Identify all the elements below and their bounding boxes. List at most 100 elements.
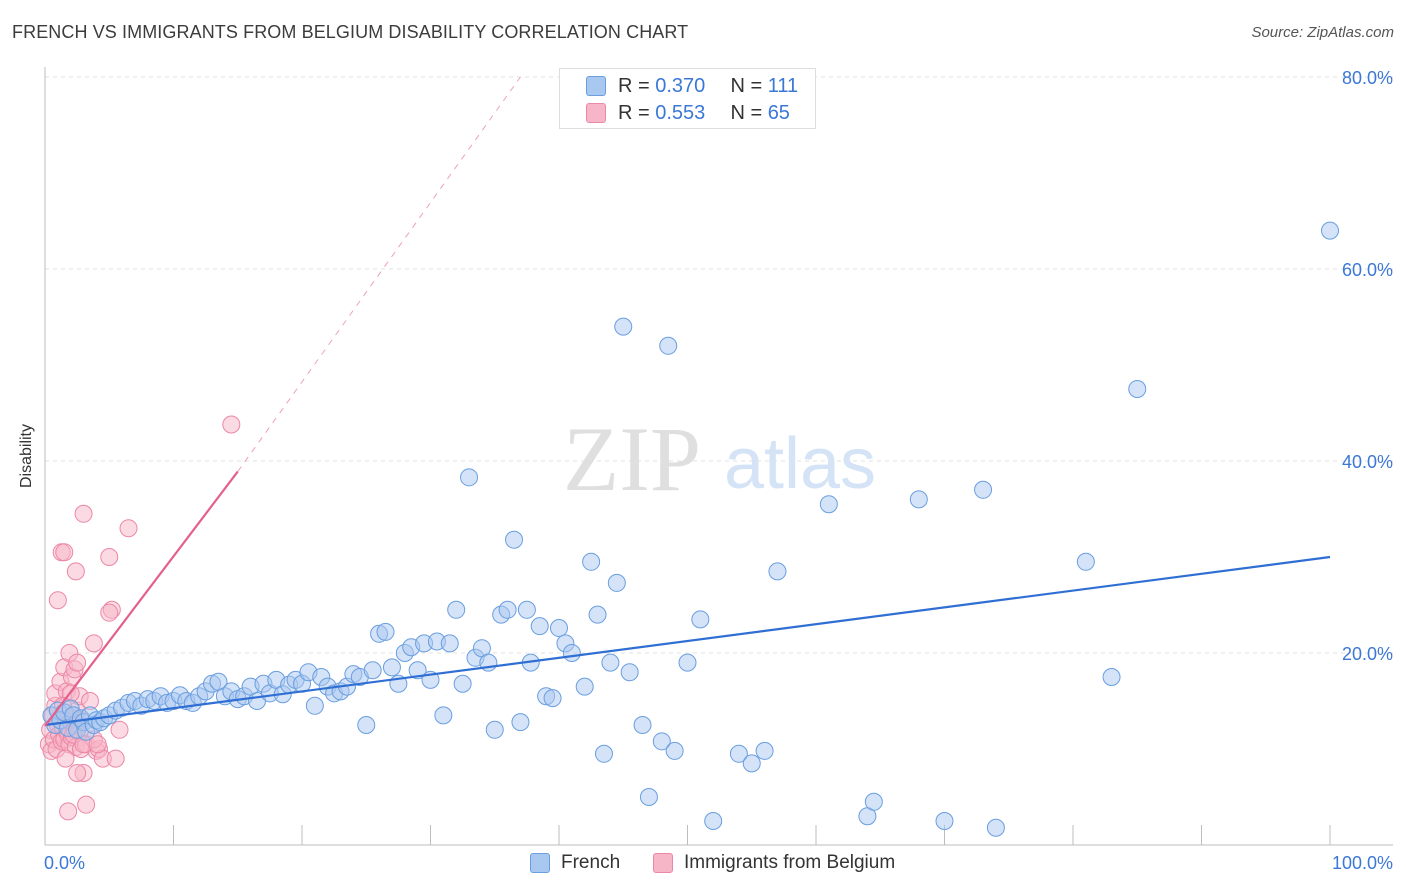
belgium-point [100,548,119,566]
french-trendline [44,555,1331,727]
french-point [729,744,748,763]
french-point [511,713,530,732]
french-point [517,600,536,619]
french-point [704,812,723,830]
belgium-point [100,603,119,622]
belgium-swatch [653,853,673,873]
bottom-legend-french-label: French [561,852,621,873]
tick-labels: 20.0% 40.0% 60.0% 80.0% 0.0% 100.0% [44,68,1393,873]
french-point [819,495,838,514]
belgium-trendline [44,470,239,727]
french-point [974,480,993,499]
belgium-points [39,415,241,821]
french-point [543,689,562,708]
french-point [505,530,524,549]
french-point [363,661,382,680]
legend-n-label: N = [730,102,763,124]
belgium-point [119,519,138,538]
y-tick-label: 40.0% [1342,452,1393,472]
french-point [594,744,613,763]
belgium-point [68,764,87,782]
french-point [607,573,626,592]
legend-french-n: 111 [767,75,799,97]
source-credit: Source: ZipAtlas.com [1251,24,1394,41]
french-point [498,600,517,619]
french-point [864,792,883,811]
french-swatch [530,853,550,873]
french-point [1128,380,1147,398]
french-swatch [586,76,606,96]
x-tick-label: 0.0% [44,853,85,873]
gridlines [45,76,1393,654]
french-point [588,605,607,624]
french-point [909,490,928,509]
french-point [447,600,466,619]
x-tick-label: 100.0% [1332,853,1393,873]
belgium-point [55,543,74,562]
french-point [485,720,504,739]
correlation-legend: R = 0.370 N = 111 R = 0.553 N = 65 [559,68,816,129]
french-point [601,653,620,672]
french-point [582,552,601,571]
french-point [408,661,427,680]
belgium-swatch [586,103,606,123]
bottom-legend-belgium-label: Immigrants from Belgium [684,852,896,873]
trendlines-front [44,470,1331,727]
belgium-point [59,802,78,821]
french-point [305,696,324,715]
french-point [460,468,479,487]
belgium-point [84,634,103,653]
legend-r-label: R = [618,102,650,124]
watermark-zip: ZIP [563,408,701,510]
belgium-point [68,653,87,672]
french-point [755,741,774,760]
y-tick-label: 80.0% [1342,68,1393,88]
french-point [357,716,376,734]
french-point [434,706,453,725]
french-point [691,610,710,629]
legend-r-label: R = [618,75,650,97]
belgium-point [48,591,67,610]
french-point [633,716,652,734]
french-point [440,634,459,653]
belgium-point [66,562,85,581]
french-points [42,221,1339,837]
french-point [652,732,671,751]
french-point [986,818,1005,837]
belgium-point [56,749,75,768]
belgium-trendline [237,76,521,472]
french-point [562,644,581,662]
french-point [639,788,658,806]
french-point [742,754,761,773]
legend-belgium-r: 0.553 [655,102,706,124]
trendlines-back [237,76,521,472]
watermark-atlas: atlas [724,424,876,504]
belgium-point [222,415,241,434]
legend-belgium-n: 65 [767,102,790,124]
y-tick-label: 20.0% [1342,644,1393,664]
french-point [1102,668,1121,686]
belgium-point [110,720,129,739]
french-point [575,677,594,696]
french-point [376,622,395,641]
legend-french-r: 0.370 [655,75,706,97]
legend-n-label: N = [730,75,763,97]
french-point [678,653,697,672]
french-point [614,317,633,336]
french-point [530,617,549,636]
french-point [382,658,401,677]
belgium-point [77,795,96,814]
chart-title: FRENCH VS IMMIGRANTS FROM BELGIUM DISABI… [12,22,689,42]
belgium-point [88,735,107,754]
french-point [1321,221,1339,240]
french-point [935,812,954,830]
french-point [453,674,472,693]
french-point [665,741,684,760]
french-point [659,336,678,355]
axes [44,67,1393,846]
french-point [768,562,787,581]
french-point [550,619,568,638]
y-tick-label: 60.0% [1342,260,1393,280]
belgium-point [106,749,125,768]
